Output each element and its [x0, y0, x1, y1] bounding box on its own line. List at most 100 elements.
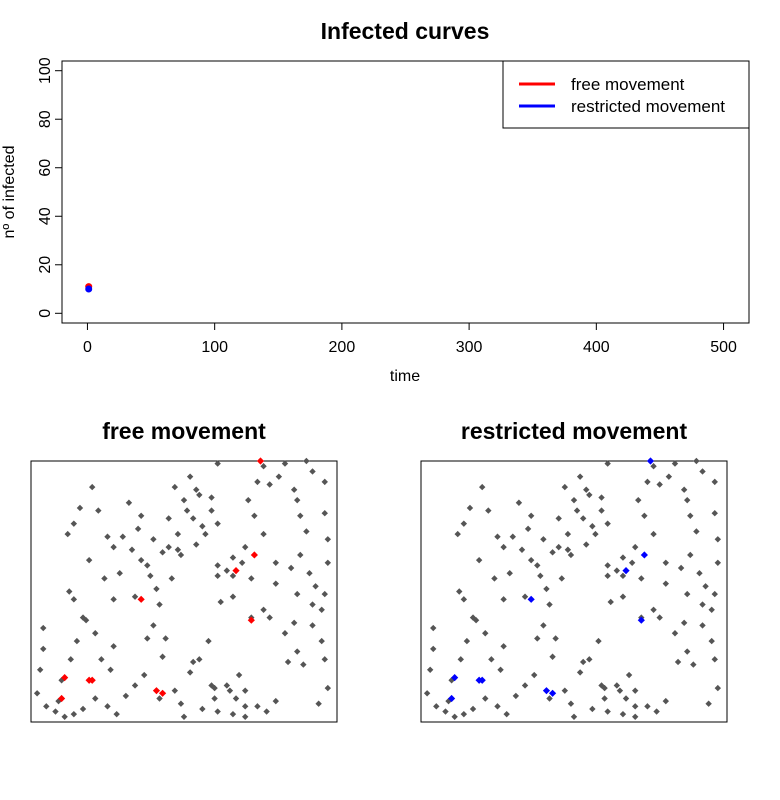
healthy-point: [497, 666, 504, 673]
healthy-point: [263, 708, 270, 715]
healthy-point: [699, 622, 706, 629]
x-tick-label: 0: [83, 339, 92, 356]
healthy-point: [242, 703, 249, 710]
healthy-point: [202, 530, 209, 538]
healthy-point: [116, 570, 123, 577]
healthy-point: [309, 601, 316, 608]
infected-point: [451, 674, 459, 682]
scatter-points-restricted: [423, 457, 722, 720]
healthy-point: [281, 630, 289, 637]
healthy-point: [687, 551, 694, 559]
healthy-point: [680, 486, 688, 493]
x-axis-label: time: [390, 368, 420, 385]
healthy-point: [260, 463, 267, 470]
healthy-point: [306, 570, 313, 577]
healthy-point: [321, 478, 328, 486]
healthy-point: [632, 703, 639, 710]
y-tick-label: 40: [37, 207, 54, 225]
healthy-point: [196, 656, 203, 663]
healthy-point: [61, 713, 68, 720]
healthy-point: [144, 562, 151, 569]
healthy-point: [98, 656, 105, 663]
healthy-point: [684, 590, 691, 598]
x-tick-label: 500: [710, 339, 737, 356]
scatter-frame-free: [30, 460, 338, 723]
healthy-point: [613, 567, 621, 574]
legend-label-free: free movement: [571, 75, 685, 94]
healthy-point: [586, 656, 593, 663]
healthy-point: [576, 473, 584, 480]
healthy-point: [324, 536, 332, 543]
healthy-point: [653, 708, 660, 715]
healthy-point: [67, 656, 74, 663]
healthy-point: [232, 695, 240, 702]
healthy-point: [693, 457, 700, 465]
healthy-point: [573, 507, 581, 514]
healthy-point: [662, 580, 669, 587]
healthy-point: [518, 546, 526, 553]
healthy-point: [177, 700, 185, 707]
healthy-point: [113, 710, 120, 718]
healthy-point: [690, 661, 697, 668]
healthy-point: [475, 556, 483, 564]
healthy-point: [466, 504, 474, 512]
healthy-point: [579, 515, 587, 522]
healthy-point: [79, 614, 87, 621]
healthy-point: [214, 520, 221, 527]
healthy-point: [318, 606, 325, 613]
healthy-point: [570, 496, 578, 504]
healthy-point: [266, 481, 273, 488]
healthy-point: [174, 546, 182, 553]
healthy-point: [193, 541, 200, 548]
healthy-point: [451, 713, 458, 720]
healthy-point: [430, 645, 437, 653]
healthy-point: [303, 528, 310, 535]
healthy-point: [524, 525, 532, 533]
healthy-point: [491, 575, 498, 582]
healthy-point: [137, 556, 145, 564]
healthy-point: [321, 656, 328, 663]
healthy-point: [534, 635, 541, 642]
healthy-point: [294, 648, 301, 655]
infected-point: [61, 674, 69, 682]
healthy-point: [693, 528, 700, 535]
healthy-point: [469, 614, 477, 621]
healthy-point: [287, 564, 295, 572]
healthy-point: [543, 585, 550, 593]
healthy-point: [549, 653, 556, 660]
healthy-point: [309, 622, 316, 629]
y-tick-label: 0: [37, 309, 54, 318]
healthy-point: [186, 473, 194, 480]
healthy-point: [619, 554, 627, 561]
healthy-point: [515, 499, 523, 506]
healthy-point: [482, 630, 489, 637]
healthy-point: [708, 637, 715, 645]
healthy-point: [36, 666, 44, 673]
healthy-point: [632, 543, 639, 551]
healthy-point: [290, 486, 298, 493]
x-tick-label: 200: [329, 339, 356, 356]
infected-point: [475, 676, 483, 684]
healthy-point: [303, 457, 310, 465]
scatter-points-free: [33, 457, 332, 720]
healthy-point: [131, 593, 139, 600]
healthy-point: [632, 687, 639, 694]
healthy-point: [159, 653, 166, 660]
healthy-point: [469, 705, 477, 713]
healthy-point: [638, 575, 645, 582]
healthy-point: [128, 546, 136, 553]
healthy-point: [589, 523, 596, 530]
healthy-point: [324, 559, 332, 566]
healthy-point: [180, 496, 188, 504]
healthy-point: [463, 637, 471, 645]
healthy-point: [159, 549, 166, 556]
healthy-point: [214, 572, 221, 580]
infected-point: [256, 457, 265, 465]
healthy-point: [318, 637, 325, 645]
infected-point: [646, 457, 655, 465]
healthy-point: [229, 572, 237, 580]
healthy-point: [442, 708, 449, 715]
healthy-point: [165, 515, 172, 522]
healthy-point: [604, 572, 611, 580]
y-tick-label: 80: [37, 110, 54, 128]
